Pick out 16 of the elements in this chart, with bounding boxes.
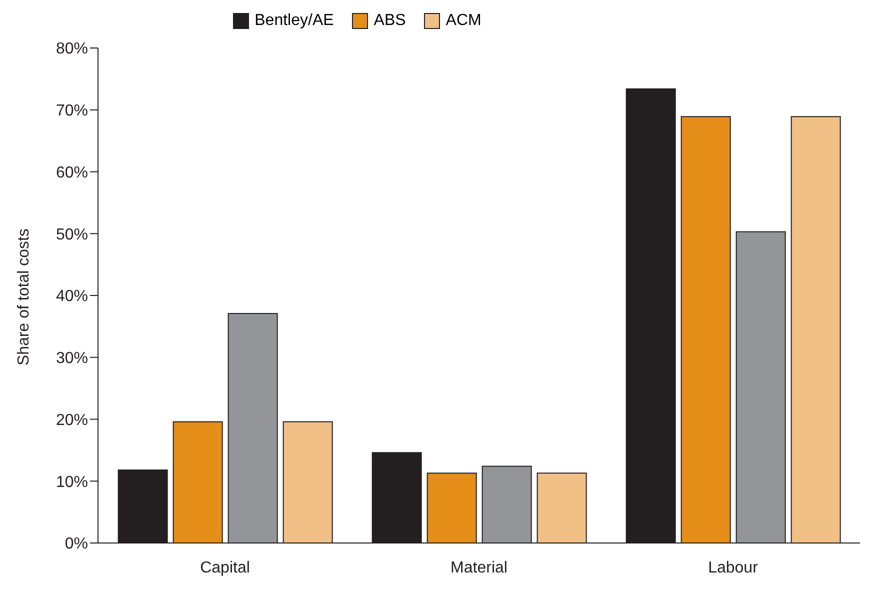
y-tick-label: 60% <box>56 164 88 182</box>
y-tick-label: 20% <box>56 412 88 429</box>
legend-label: ACM <box>446 12 482 30</box>
y-tick-label: 80% <box>56 40 88 58</box>
legend-label: ABS <box>374 12 406 30</box>
y-tick-label: 70% <box>56 102 88 120</box>
y-axis-title: Share of total costs <box>16 228 33 366</box>
y-tick-label: 10% <box>56 474 88 491</box>
y-tick-label: 50% <box>56 226 88 244</box>
x-tick-label: Material <box>450 559 508 576</box>
y-tick-label: 0% <box>64 536 88 553</box>
y-tick-label: 40% <box>56 288 88 306</box>
legend-label: Bentley/AE <box>254 12 334 30</box>
x-tick-label: Labour <box>708 559 759 576</box>
y-tick-label: 30% <box>56 350 88 368</box>
x-tick-label: Capital <box>200 559 250 576</box>
